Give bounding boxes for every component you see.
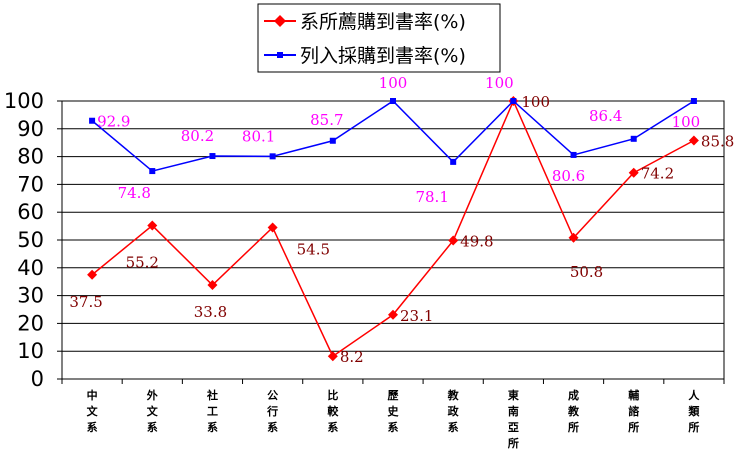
y-tick-label: 100	[4, 89, 44, 113]
x-tick-label: 外文系	[146, 388, 159, 434]
data-label: 37.5	[69, 293, 102, 311]
data-label: 33.8	[194, 303, 227, 321]
data-point	[149, 168, 156, 175]
y-tick-label: 70	[17, 172, 44, 196]
data-label: 23.1	[400, 307, 433, 325]
y-axis: 0 10 20 30 40 50 60 70 80 90 100	[4, 89, 62, 391]
y-tick-label: 60	[17, 200, 44, 224]
x-tick-label: 成教所	[567, 388, 580, 434]
data-label: 86.4	[589, 107, 622, 125]
x-tick-label: 比較系	[327, 388, 339, 434]
data-label: 55.2	[126, 254, 159, 272]
y-tick-label: 20	[17, 311, 44, 335]
data-point	[568, 232, 579, 243]
data-label: 50.8	[570, 263, 603, 281]
data-label: 74.2	[641, 165, 674, 183]
data-label: 78.1	[415, 188, 448, 206]
data-point	[87, 269, 98, 280]
x-tick-label: 公行系	[266, 389, 278, 434]
data-label: 92.9	[97, 113, 130, 131]
data-label: 100	[521, 93, 550, 111]
data-label: 80.1	[242, 127, 275, 145]
data-label: 100	[485, 74, 514, 92]
y-tick-label: 80	[17, 145, 44, 169]
data-point	[327, 351, 338, 362]
y-tick-label: 90	[17, 117, 44, 141]
data-label: 85.7	[310, 111, 343, 129]
data-point	[510, 98, 517, 104]
data-point	[207, 280, 218, 291]
data-point	[570, 151, 577, 158]
y-tick-label: 10	[17, 339, 44, 363]
legend-label-series-2: 列入採購到書率(%)	[300, 45, 466, 67]
data-point	[147, 220, 158, 231]
data-label: 49.8	[460, 233, 493, 251]
x-tick-label: 歷史系	[388, 389, 400, 434]
data-point	[690, 98, 697, 104]
data-label: 54.5	[297, 240, 330, 258]
data-label: 100	[379, 74, 408, 92]
legend-box	[257, 3, 501, 73]
data-label: 100	[672, 113, 701, 131]
legend-label-series-1: 系所薦購到書率(%)	[300, 11, 466, 33]
data-label: 74.8	[118, 184, 151, 202]
legend-marker-series-2	[277, 52, 283, 58]
data-point	[450, 158, 457, 165]
data-label: 8.2	[340, 348, 364, 366]
legend-marker-series-1	[274, 15, 286, 27]
data-point	[688, 135, 699, 146]
data-point	[448, 235, 459, 246]
data-point	[269, 153, 276, 160]
data-label: 85.8	[701, 132, 734, 150]
data-point	[209, 153, 216, 160]
data-label: 80.2	[181, 127, 214, 145]
x-tick-label: 東南亞所	[508, 388, 520, 450]
x-tick-label: 輔諮所	[628, 388, 639, 434]
x-tick-label: 中文系	[87, 388, 99, 434]
y-tick-label: 50	[17, 228, 44, 252]
y-tick-label: 40	[17, 256, 44, 280]
data-point	[267, 222, 278, 233]
gridlines	[62, 128, 724, 352]
data-label: 80.6	[552, 167, 585, 185]
data-point	[630, 135, 637, 142]
x-tick-label: 人類所	[687, 388, 700, 434]
data-point	[329, 137, 336, 144]
data-point	[628, 167, 639, 178]
y-tick-label: 30	[17, 284, 44, 308]
legend: 系所薦購到書率(%) 列入採購到書率(%)	[257, 3, 501, 73]
data-point	[390, 98, 396, 104]
y-tick-label: 0	[31, 367, 44, 391]
x-axis: 中文系 外文系 社工系 公行系 比較系 歷史系 教政系 東南亞所 成教所 輔諮所 人類所	[61, 379, 725, 450]
x-tick-label: 社工系	[206, 388, 218, 434]
data-labels: 37.5 55.2 33.8 54.5 8.2 23.1 49.8 100 50.8 74.2 85…	[69, 74, 734, 366]
series-lines	[87, 96, 699, 362]
data-point	[89, 117, 96, 124]
data-point	[388, 309, 398, 320]
x-tick-label: 教政系	[447, 388, 460, 434]
